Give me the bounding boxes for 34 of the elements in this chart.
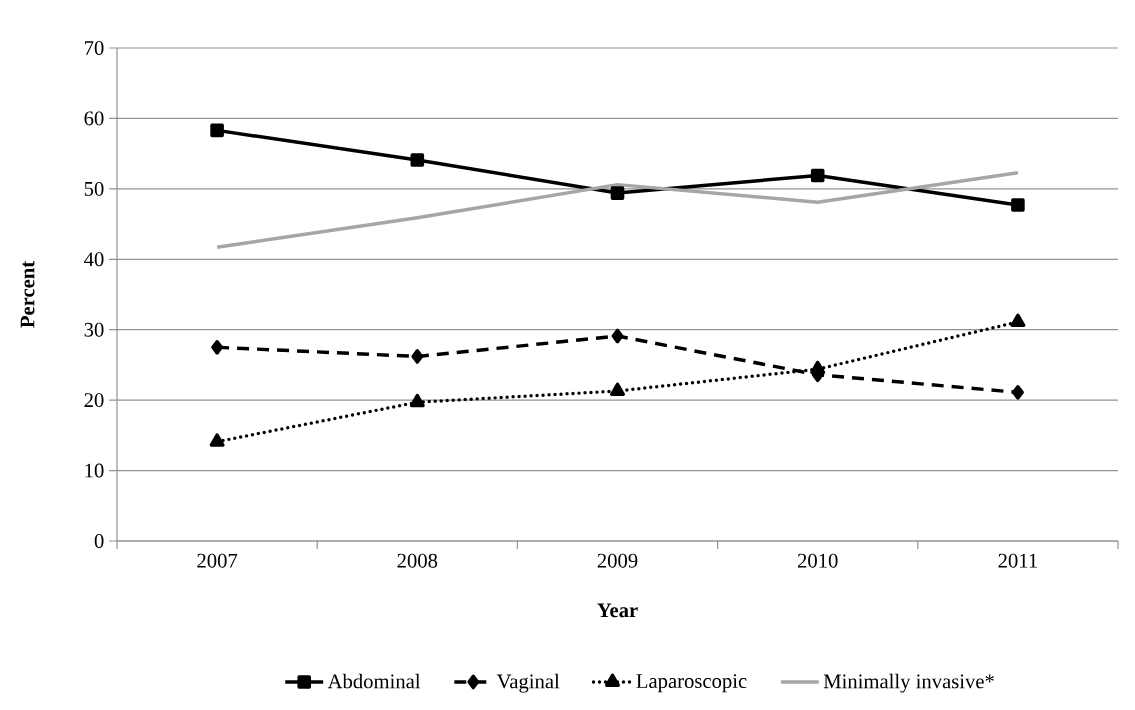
point [810,360,826,375]
point [1010,313,1026,328]
x-tick-label: 2008 [397,553,438,568]
point [410,153,425,167]
y-tick-label: 40 [84,252,104,267]
legend-label: Laparoscopic [636,674,747,693]
y-tick-label: 30 [84,322,104,337]
y-tick-label: 60 [84,111,104,126]
x-tick-label: 2011 [998,553,1037,568]
point [1011,385,1024,400]
point [810,168,825,183]
point [211,339,224,355]
y-axis-title: Percent [20,260,35,328]
y-tick-label: 10 [85,463,104,478]
legend-label: Vaginal [496,673,560,693]
x-axis-title: Year [597,603,638,618]
y-tick-label: 0 [94,534,104,548]
y-tick-label: 70 [84,41,104,55]
x-tick-label: 2007 [197,553,238,568]
point [409,393,425,408]
point [411,349,424,364]
point [609,382,626,397]
point [209,433,225,447]
point [611,328,624,344]
legend-label: Abdominal [327,673,421,689]
line-series [215,170,1020,250]
point [210,123,224,138]
legend-label: Minimally invasive* [823,673,994,693]
x-tick-label: 2009 [597,553,638,568]
point [610,186,625,200]
y-tick-label: 50 [84,181,104,196]
point [1011,198,1025,212]
x-tick-label: 2010 [797,553,838,568]
y-tick-label: 20 [84,393,104,408]
